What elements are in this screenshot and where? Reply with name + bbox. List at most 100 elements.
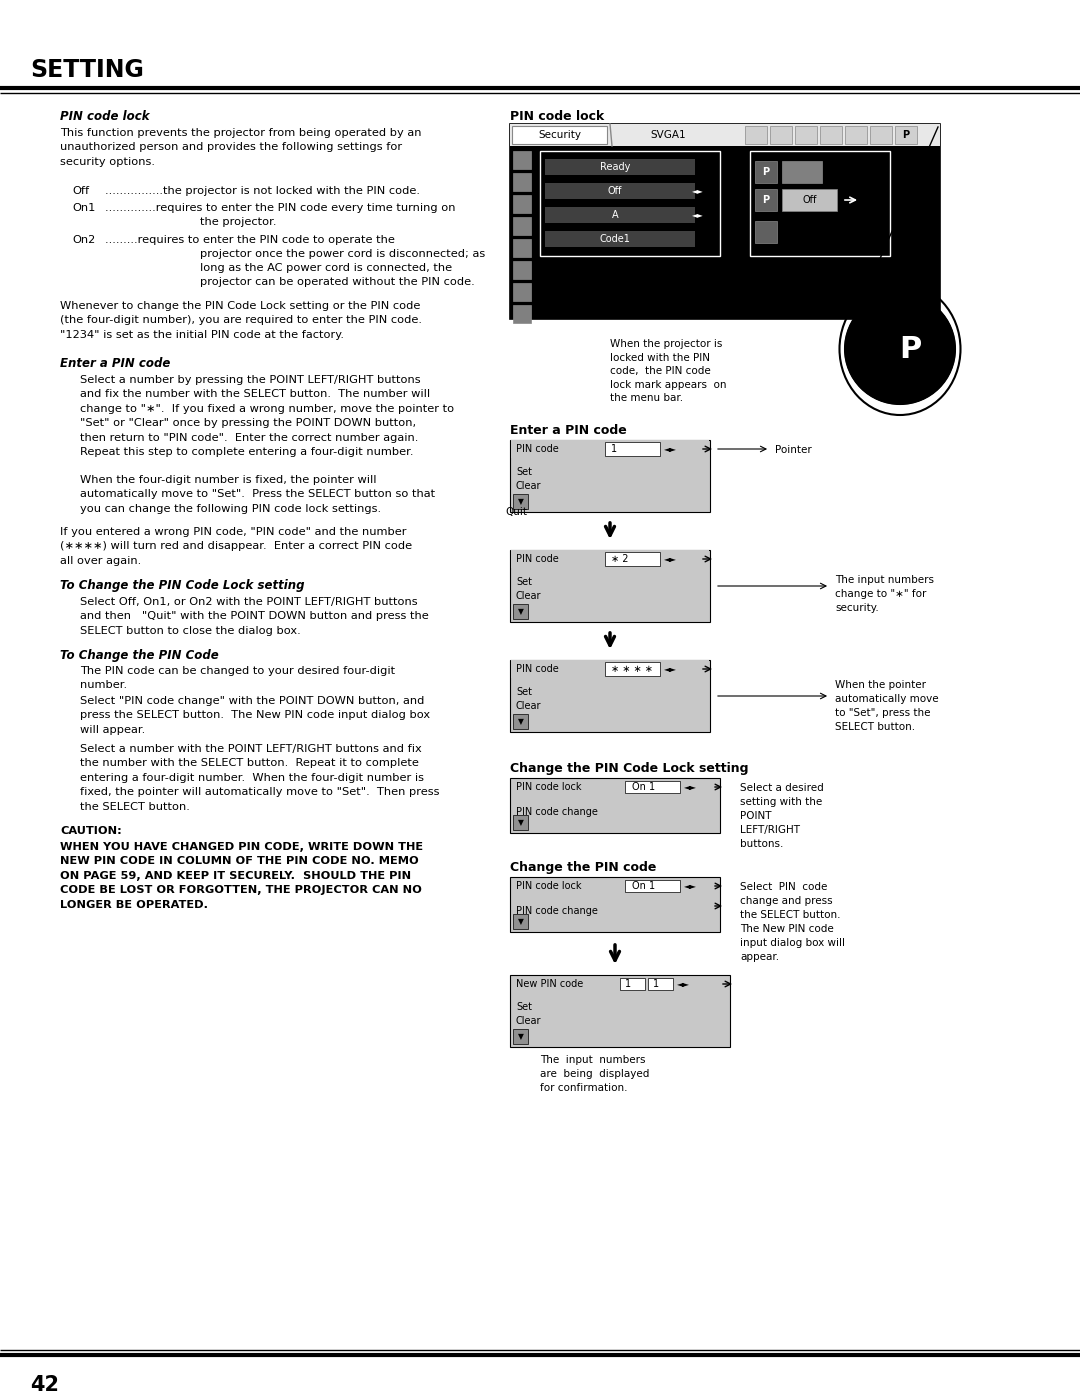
Text: ▼: ▼ [518, 608, 524, 616]
Text: Change the PIN Code Lock setting: Change the PIN Code Lock setting [510, 761, 748, 775]
Bar [755, 189, 777, 211]
Text: Quit: Quit [505, 507, 527, 517]
Text: Set: Set [516, 577, 532, 587]
Text: To Change the PIN Code: To Change the PIN Code [60, 650, 219, 662]
Text: Select  PIN  code
change and press
the SELECT button.
The New PIN code
input dia: Select PIN code change and press the SEL… [740, 882, 845, 963]
Bar [511, 659, 708, 678]
Text: Clear: Clear [516, 1016, 541, 1025]
Text: Ready: Ready [599, 162, 631, 172]
Bar [513, 305, 531, 323]
Bar [513, 196, 531, 212]
Text: P: P [762, 196, 770, 205]
Bar [782, 161, 822, 183]
Bar [625, 880, 680, 893]
Text: Pointer: Pointer [775, 446, 812, 455]
Text: SETTING: SETTING [30, 59, 144, 82]
Bar [545, 231, 696, 247]
Bar [755, 161, 777, 183]
Bar [513, 814, 528, 830]
Text: ∗ ∗ ∗ ∗: ∗ ∗ ∗ ∗ [611, 664, 653, 673]
Text: Code1: Code1 [599, 235, 631, 244]
Text: The  input  numbers
are  being  displayed
for confirmation.: The input numbers are being displayed fo… [540, 1055, 649, 1092]
Bar [513, 151, 531, 169]
Text: projector once the power cord is disconnected; as: projector once the power cord is disconn… [200, 249, 485, 258]
Text: PIN code: PIN code [516, 444, 558, 454]
Bar [510, 659, 710, 732]
Bar [510, 877, 720, 932]
Bar [513, 714, 528, 729]
Bar [745, 126, 767, 144]
Text: To Change the PIN Code Lock setting: To Change the PIN Code Lock setting [60, 578, 305, 592]
Bar [605, 441, 660, 455]
Text: A: A [611, 210, 619, 219]
Bar [510, 778, 720, 833]
Text: 1: 1 [653, 979, 659, 989]
Text: SVGA1: SVGA1 [650, 130, 686, 140]
Text: PIN code change: PIN code change [516, 807, 598, 817]
Bar [513, 495, 528, 509]
Bar [870, 126, 892, 144]
Text: ▼: ▼ [518, 1032, 524, 1042]
Text: Clear: Clear [516, 591, 541, 601]
Bar [620, 978, 645, 990]
Bar [511, 550, 708, 569]
Bar [755, 221, 777, 243]
Text: Enter a PIN code: Enter a PIN code [510, 425, 626, 437]
Circle shape [845, 293, 955, 404]
Text: P: P [903, 130, 909, 140]
Text: ∗ 2: ∗ 2 [611, 555, 629, 564]
Bar [513, 217, 531, 235]
Text: On1: On1 [72, 203, 95, 212]
Text: Select a number with the POINT LEFT/RIGHT buttons and fix
the number with the SE: Select a number with the POINT LEFT/RIGH… [80, 745, 440, 812]
Text: Off: Off [802, 196, 818, 205]
Text: When the projector is
locked with the PIN
code,  the PIN code
lock mark appears : When the projector is locked with the PI… [610, 339, 727, 404]
Text: Select "PIN code change" with the POINT DOWN button, and
press the SELECT button: Select "PIN code change" with the POINT … [80, 696, 430, 735]
Bar [750, 151, 890, 256]
Text: If you entered a wrong PIN code, "PIN code" and the number
(∗∗∗∗) will turn red : If you entered a wrong PIN code, "PIN co… [60, 527, 413, 566]
Text: P: P [762, 168, 770, 177]
Text: Enter a PIN code: Enter a PIN code [60, 358, 171, 370]
Bar [648, 978, 673, 990]
Text: PIN code: PIN code [516, 555, 558, 564]
Bar [513, 914, 528, 929]
Bar [605, 662, 660, 676]
Bar [510, 440, 710, 511]
Text: Select Off, On1, or On2 with the POINT LEFT/RIGHT buttons
and then   "Quit" with: Select Off, On1, or On2 with the POINT L… [80, 597, 429, 636]
Text: ................the projector is not locked with the PIN code.: ................the projector is not loc… [105, 186, 420, 196]
Text: 42: 42 [30, 1375, 59, 1396]
Bar [510, 124, 940, 147]
Text: ◄►: ◄► [664, 665, 677, 673]
Text: long as the AC power cord is connected, the: long as the AC power cord is connected, … [200, 263, 453, 272]
Bar [512, 126, 607, 144]
Text: The PIN code can be changed to your desired four-digit
number.: The PIN code can be changed to your desi… [80, 666, 395, 690]
Text: On 1: On 1 [632, 882, 656, 891]
Bar [510, 975, 730, 1046]
Text: PIN code lock: PIN code lock [510, 110, 604, 123]
Text: 1: 1 [611, 444, 617, 454]
Bar [795, 126, 816, 144]
Bar [820, 126, 842, 144]
Text: projector can be operated without the PIN code.: projector can be operated without the PI… [200, 277, 475, 286]
Text: Clear: Clear [516, 481, 541, 490]
Bar [782, 189, 837, 211]
Bar [845, 126, 867, 144]
Text: This function prevents the projector from being operated by an
unauthorized pers: This function prevents the projector fro… [60, 129, 421, 166]
Bar [513, 284, 531, 300]
Bar [895, 126, 917, 144]
Text: Whenever to change the PIN Code Lock setting or the PIN code
(the four-digit num: Whenever to change the PIN Code Lock set… [60, 300, 422, 339]
Text: ▼: ▼ [518, 918, 524, 926]
Text: PIN code: PIN code [516, 664, 558, 673]
Text: ◄►: ◄► [684, 882, 697, 890]
Bar [770, 126, 792, 144]
Bar [545, 183, 696, 198]
Bar [545, 159, 696, 175]
Bar [513, 1030, 528, 1044]
Text: ▼: ▼ [518, 819, 524, 827]
Bar [545, 207, 696, 224]
Text: ◄►: ◄► [664, 444, 677, 454]
Text: WHEN YOU HAVE CHANGED PIN CODE, WRITE DOWN THE
NEW PIN CODE IN COLUMN OF THE PIN: WHEN YOU HAVE CHANGED PIN CODE, WRITE DO… [60, 842, 423, 909]
Text: Off: Off [608, 186, 622, 196]
Text: On2: On2 [72, 235, 95, 244]
Text: ◄►: ◄► [684, 782, 697, 792]
Text: ◄►: ◄► [692, 211, 704, 219]
